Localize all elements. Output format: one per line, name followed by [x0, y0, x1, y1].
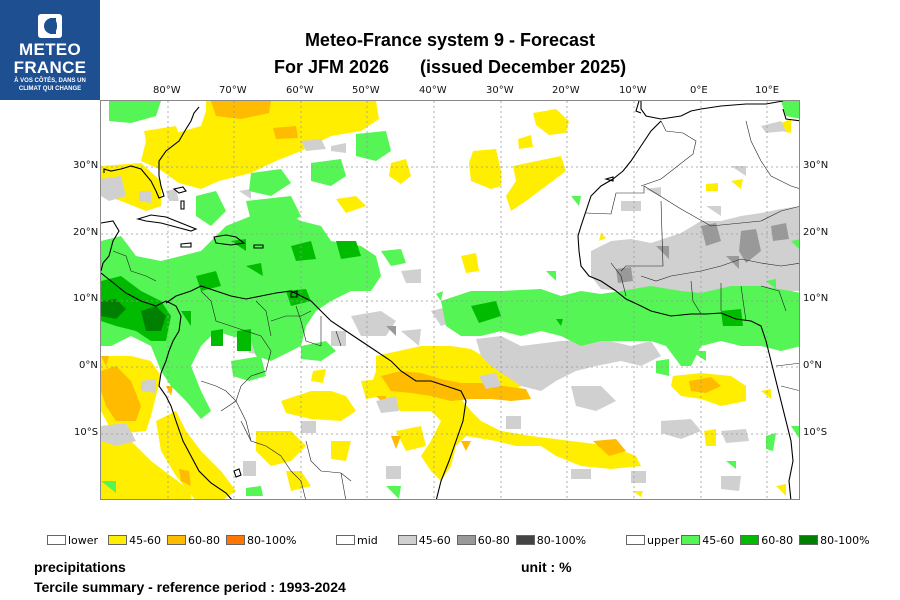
lat-label-left: 10°S — [74, 427, 99, 438]
legend-label: 45-60 — [702, 533, 735, 547]
lat-label-left: 20°N — [73, 227, 99, 238]
lat-label-right: 0°N — [803, 360, 822, 371]
legend-swatch-upper-60-80 — [740, 535, 760, 545]
lon-label: 10°W — [619, 85, 647, 96]
lon-label: 40°W — [419, 85, 447, 96]
lat-label-left: 0°N — [79, 360, 98, 371]
legend-label: 60-80 — [188, 533, 221, 547]
legend-label: 80-100% — [536, 533, 587, 547]
legend-label: 45-60 — [129, 533, 162, 547]
meteo-france-logo: METEO FRANCE À VOS CÔTÉS, DANS UN CLIMAT… — [0, 0, 100, 100]
precipitation-tercile-map — [101, 101, 799, 499]
legend-swatch-lower-80-100 — [226, 535, 246, 545]
issue-date: (issued December 2025) — [420, 57, 627, 77]
lon-label: 80°W — [153, 85, 181, 96]
map-graticule — [101, 101, 799, 499]
logo-tagline-line1: À VOS CÔTÉS, DANS UN — [14, 78, 86, 84]
legend-label: upper — [647, 533, 680, 547]
legend-swatch-mid-80-100 — [515, 535, 535, 545]
mid-tercile-60-80 — [386, 223, 789, 336]
legend-swatch-upper-45-60 — [681, 535, 701, 545]
legend-label: 60-80 — [477, 533, 510, 547]
logo-name-line2: FRANCE — [13, 58, 87, 77]
legend-label: 60-80 — [761, 533, 794, 547]
country-borders — [112, 120, 799, 499]
legend-mid-tercile: mid 45-60 60-80 80-100% — [336, 533, 592, 547]
lon-label: 0°E — [690, 85, 708, 96]
legend-swatch-lower — [47, 535, 66, 545]
legend-lower-tercile: lower 45-60 60-80 80-100% — [47, 533, 302, 547]
lon-label: 70°W — [219, 85, 247, 96]
lat-label-right: 10°N — [803, 293, 829, 304]
reference-period-label: Tercile summary - reference period : 199… — [34, 579, 346, 595]
unit-label: unit : % — [521, 559, 572, 575]
upper-tercile-80-100 — [101, 299, 166, 331]
legend-label: 45-60 — [418, 533, 451, 547]
legend-label: mid — [357, 533, 378, 547]
legend-label: 80-100% — [820, 533, 870, 547]
meteo-france-emblem-icon — [38, 14, 62, 38]
coastlines — [101, 101, 799, 499]
lon-label: 50°W — [352, 85, 380, 96]
lon-label: 30°W — [486, 85, 514, 96]
legend-label: 80-100% — [247, 533, 297, 547]
logo-name-line1: METEO — [19, 40, 81, 59]
lower-tercile-60-80 — [101, 101, 721, 486]
legend-swatch-mid-45-60 — [397, 535, 417, 545]
legend-swatch-upper — [626, 535, 645, 545]
lat-label-right: 20°N — [803, 227, 829, 238]
mid-tercile-areas — [101, 121, 799, 491]
lon-label: 60°W — [286, 85, 314, 96]
lat-label-left: 30°N — [73, 160, 99, 171]
lon-label: 20°W — [552, 85, 580, 96]
variable-label: precipitations — [34, 559, 126, 575]
legend-swatch-lower-60-80 — [167, 535, 187, 545]
legend-swatch-upper-80-100 — [799, 535, 819, 545]
lat-label-left: 10°N — [73, 293, 99, 304]
lower-tercile-areas — [101, 101, 791, 499]
legend-upper-tercile: upper 45-60 60-80 80-100% — [626, 533, 876, 547]
forecast-map — [100, 100, 800, 500]
upper-tercile-areas — [101, 101, 799, 499]
legend-label: lower — [68, 533, 99, 547]
legend-swatch-mid-60-80 — [456, 535, 476, 545]
chart-title: Meteo-France system 9 - Forecast — [304, 30, 596, 50]
logo-tagline-line2: CLIMAT QUI CHANGE — [18, 86, 82, 92]
legend-swatch-lower-45-60 — [108, 535, 128, 545]
legend-swatch-mid — [336, 535, 355, 545]
lat-label-right: 10°S — [803, 427, 828, 438]
lon-label: 10°E — [755, 85, 780, 96]
forecast-period: For JFM 2026 — [274, 57, 390, 77]
lat-label-right: 30°N — [803, 160, 829, 171]
